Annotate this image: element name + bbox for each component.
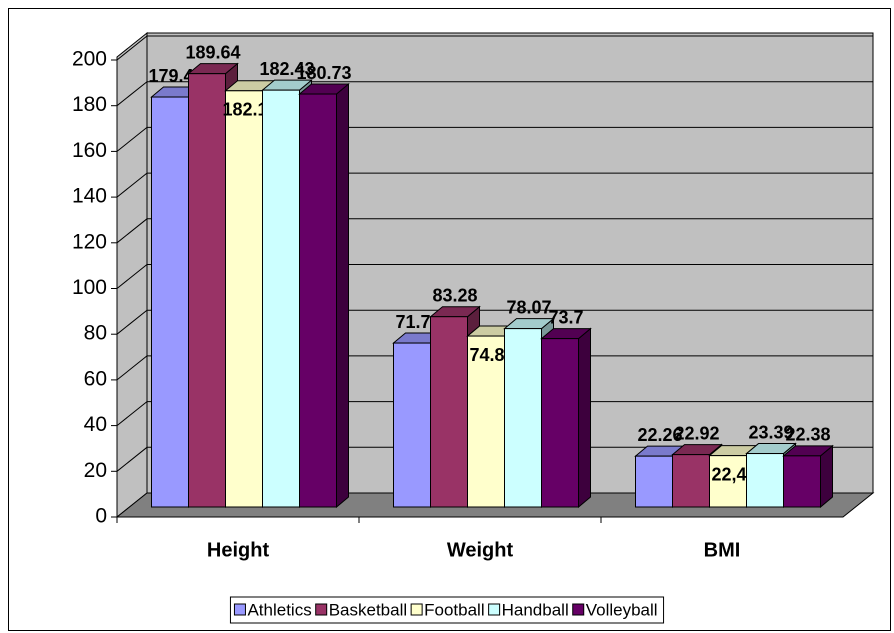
data-label: 23.39: [748, 422, 793, 442]
bar-front: [504, 328, 542, 508]
data-label: 22.38: [785, 425, 830, 445]
grid-line: [116, 35, 873, 61]
bar-front: [746, 453, 784, 508]
grid-line: [116, 446, 873, 472]
bar: [540, 327, 592, 509]
bar-front: [709, 455, 747, 508]
x-tick-label: BMI: [704, 539, 741, 561]
legend-label: Football: [424, 600, 484, 619]
data-label: 182.43: [259, 59, 314, 79]
data-label: 83.28: [432, 285, 477, 305]
grid-line: [116, 401, 873, 426]
side-wall: [116, 31, 148, 519]
data-label: 74.81: [469, 345, 514, 365]
bar-front: [299, 93, 337, 508]
legend-box: [229, 596, 665, 624]
legend-label: Athletics: [247, 600, 311, 619]
bar-side: [820, 444, 833, 509]
bar-front: [467, 335, 505, 508]
bar-front: [783, 455, 821, 508]
bar-front: [225, 90, 263, 508]
y-tick-label: 200: [72, 48, 107, 71]
grid-line: [116, 309, 873, 335]
x-tick-label: Height: [207, 539, 270, 561]
legend-swatch: [572, 603, 585, 616]
legend-swatch: [315, 603, 328, 616]
legend-label: Volleyball: [586, 600, 658, 619]
data-label: 73.7: [548, 307, 583, 327]
bar: [782, 444, 834, 509]
legend-label: Handball: [502, 600, 569, 619]
y-tick-label: 160: [72, 139, 107, 162]
y-tick-label: 120: [72, 230, 107, 253]
bar-front: [188, 73, 226, 508]
bar-front: [430, 316, 468, 508]
legend-swatch: [233, 603, 246, 616]
y-tick-label: 60: [84, 367, 107, 390]
y-tick-label: 20: [84, 459, 107, 482]
bar-front: [393, 342, 431, 508]
grid-line: [116, 172, 873, 198]
y-tick-label: 40: [84, 413, 107, 436]
legend-swatch: [410, 603, 423, 616]
y-tick-label: 140: [72, 185, 107, 208]
grid-line: [116, 355, 873, 381]
data-label: 180.73: [296, 63, 351, 83]
y-tick-label: 80: [84, 322, 107, 345]
legend-label: Basketball: [329, 600, 407, 619]
legend-swatch: [488, 603, 501, 616]
data-label: 189.64: [185, 42, 240, 62]
bar-side: [578, 327, 591, 509]
legend: Athletics Basketball Football Handball Volle…: [229, 596, 665, 624]
grid-line: [116, 218, 873, 244]
data-label: 22.26: [637, 425, 682, 445]
bar-side: [336, 82, 349, 509]
data-label: 78.07: [506, 297, 551, 317]
x-tick-label: Weight: [447, 539, 514, 561]
grid-line: [116, 264, 873, 289]
grid-line: [116, 126, 873, 152]
y-tick-label: 0: [95, 505, 107, 528]
data-label: 22.92: [674, 423, 719, 443]
bar-front: [635, 455, 673, 508]
y-tick-label: 100: [72, 276, 107, 299]
bar: [298, 82, 350, 509]
bar-front: [541, 338, 579, 508]
data-label: 71.75: [395, 312, 440, 332]
grid-line: [116, 81, 873, 107]
data-label: 22,48: [711, 464, 756, 484]
bar-front: [151, 96, 189, 508]
bar-front: [672, 454, 710, 508]
bar-front: [262, 89, 300, 508]
y-tick-label: 180: [72, 93, 107, 116]
